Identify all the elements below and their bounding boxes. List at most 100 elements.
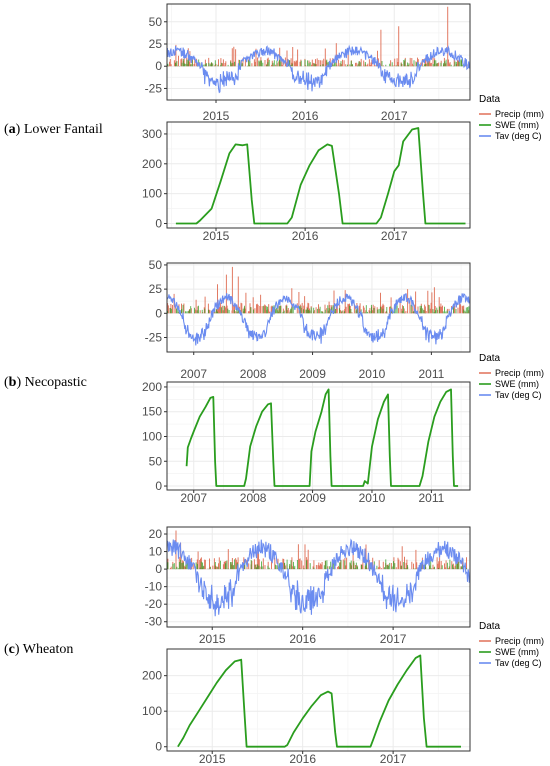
y-tick-label: -30: [145, 615, 163, 629]
site-label: (c) Wheaton: [4, 642, 73, 657]
y-tick-label: 200: [142, 669, 162, 683]
legend-entry: Precip (mm): [495, 636, 544, 646]
site-label: (a) Lower Fantail: [4, 122, 103, 137]
panel-border: [166, 526, 471, 628]
legend-entry: SWE (mm): [495, 379, 539, 389]
panel-border: [166, 381, 471, 491]
x-tick-label: 2007: [180, 367, 207, 381]
panel-background: [167, 4, 470, 100]
bottom-series-layer: [177, 654, 461, 748]
x-tick-label: 2017: [381, 229, 408, 243]
y-tick-label: -25: [145, 81, 163, 95]
site-label-name: ) Lower Fantail: [16, 122, 103, 137]
x-tick-label: 2015: [199, 632, 226, 646]
panel-background: [167, 649, 470, 751]
legend-entry: SWE (mm): [495, 120, 539, 130]
top-panel-1: -25 0 25 50 2007 2008 2009 2010 2011: [145, 258, 471, 381]
y-tick-label: -20: [145, 597, 163, 611]
x-tick-label: 2017: [381, 109, 408, 123]
top-panel-2: -30 -20 -10 0 10 20 2015 2016 2017: [145, 526, 471, 646]
site-group-wheaton: -30 -20 -10 0 10 20 2015 2016 2017 0 100 200 2015 201…: [4, 526, 544, 766]
y-tick-label: 25: [149, 282, 163, 296]
legend-entry: SWE (mm): [495, 647, 539, 657]
x-tick-label: 2015: [203, 109, 230, 123]
y-tick-label: 0: [155, 306, 162, 320]
swe-top-series: [167, 304, 470, 314]
x-tick-label: 2015: [199, 752, 226, 766]
legend-entry: Tav (deg C): [495, 131, 542, 141]
legend-title: Data: [479, 621, 501, 632]
x-tick-label: 2016: [289, 752, 316, 766]
legend-title: Data: [479, 353, 501, 364]
site-label-name: ) Wheaton: [15, 642, 73, 657]
x-tick-label: 2011: [418, 367, 444, 381]
swe-series: [185, 388, 459, 487]
x-tick-label: 2007: [180, 491, 207, 505]
bottom-panel-0: 0 100 200 300 2015 2016 2017: [142, 121, 471, 243]
top-series-layer: [167, 266, 470, 346]
legend-title: Data: [479, 94, 501, 105]
legend-entry: Tav (deg C): [495, 658, 542, 668]
site-label-letter: a: [9, 122, 16, 137]
tav-series: [167, 44, 470, 94]
y-tick-label: 50: [149, 258, 163, 272]
tav-series: [167, 538, 470, 617]
y-tick-label: 20: [149, 527, 163, 541]
x-tick-label: 2009: [299, 367, 326, 381]
bottom-panel-2: 0 100 200 2015 2016 2017: [142, 648, 471, 766]
site-label-open: (: [4, 122, 9, 137]
y-tick-label: 0: [155, 59, 162, 73]
x-tick-label: 2016: [292, 229, 319, 243]
site-group-lower-fantail: -25 0 25 50 2015 2016 2017 0 100 200 300 2015 2016 20…: [4, 3, 544, 243]
site-label-letter: b: [9, 375, 17, 390]
x-tick-label: 2009: [299, 491, 326, 505]
y-tick-label: 200: [142, 157, 162, 171]
y-tick-label: -25: [145, 330, 163, 344]
y-tick-label: 0: [155, 217, 162, 231]
panel-border: [166, 262, 471, 353]
legend: Data Precip (mm)SWE (mm)Tav (deg C): [479, 94, 544, 141]
site-label-letter: c: [9, 642, 15, 657]
site-label-open: (: [4, 375, 9, 390]
legend-entry: Precip (mm): [495, 109, 544, 119]
x-tick-label: 2008: [240, 367, 267, 381]
y-tick-label: 100: [142, 704, 162, 718]
y-tick-label: 0: [155, 479, 162, 493]
top-panel-0: -25 0 25 50 2015 2016 2017: [145, 3, 471, 123]
x-tick-label: 2017: [380, 752, 407, 766]
x-tick-label: 2011: [418, 491, 444, 505]
legend: Data Precip (mm)SWE (mm)Tav (deg C): [479, 353, 544, 400]
top-series-layer: [167, 530, 470, 617]
y-tick-label: 50: [149, 454, 163, 468]
legend-entry: Tav (deg C): [495, 390, 542, 400]
panel-background: [167, 527, 470, 627]
y-tick-label: 0: [155, 740, 162, 754]
panel-border: [166, 648, 471, 752]
top-series-layer: [167, 6, 470, 94]
site-label-name: ) Necopastic: [16, 375, 86, 390]
site-label-open: (: [4, 642, 9, 657]
x-tick-label: 2016: [292, 109, 319, 123]
x-tick-label: 2017: [380, 632, 407, 646]
legend-entry: Precip (mm): [495, 368, 544, 378]
site-label: (b) Necopastic: [4, 375, 87, 390]
bottom-series-layer: [175, 127, 466, 225]
y-tick-label: 100: [142, 187, 162, 201]
x-tick-label: 2010: [359, 491, 386, 505]
panel-border: [166, 3, 471, 101]
y-tick-label: 10: [149, 545, 163, 559]
legend: Data Precip (mm)SWE (mm)Tav (deg C): [479, 621, 544, 668]
bottom-panel-1: 0 50 100 150 200 2007 2008 2009 2010 2011: [142, 380, 471, 505]
y-tick-label: 300: [142, 127, 162, 141]
bottom-series-layer: [185, 388, 459, 487]
y-tick-label: 50: [149, 15, 163, 29]
swe-series: [177, 654, 461, 748]
y-tick-label: 200: [142, 380, 162, 394]
y-tick-label: 0: [155, 562, 162, 576]
site-group-necopastic: -25 0 25 50 2007 2008 2009 2010 2011 0 50 100 150 200…: [4, 258, 544, 505]
y-tick-label: 150: [142, 405, 162, 419]
x-tick-label: 2016: [289, 632, 316, 646]
panel-border: [166, 121, 471, 229]
swe-series: [175, 127, 466, 225]
